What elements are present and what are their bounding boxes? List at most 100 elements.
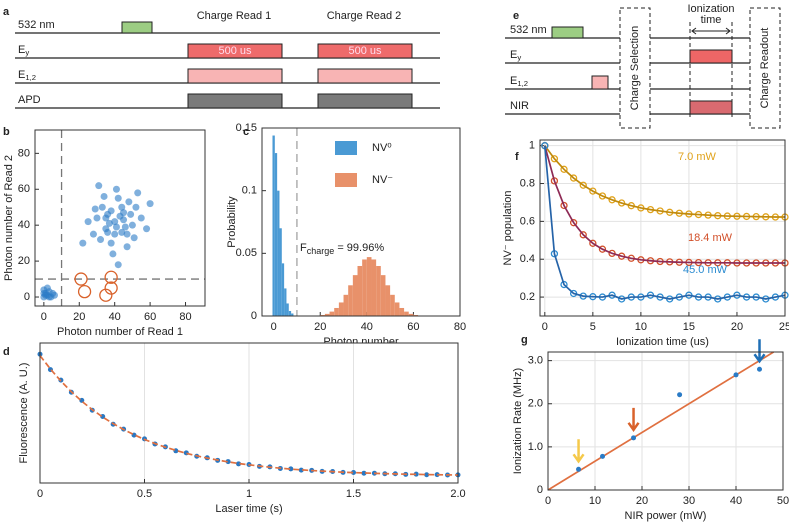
row-label: Ey [510,49,521,62]
data-point [137,214,145,222]
x-tick-label: 50 [777,495,789,507]
data-point [128,221,136,229]
data-point [608,249,616,258]
x-tick-label: 20 [731,321,743,333]
data-point [125,198,133,206]
legend-swatch [335,141,357,155]
interval-label: time [701,14,722,26]
data-point [123,230,131,238]
row-label-sub: y [517,53,521,62]
y-axis-label: Fluorescence (A. U.) [18,363,30,464]
annotation-sub: charge [307,246,335,256]
data-point [298,467,304,473]
x-tick-label: 0 [37,488,43,500]
x-axis-label: Photon number of Read 1 [57,326,183,338]
histogram-bar [362,259,367,316]
histogram-bar [357,265,363,316]
plot-area [540,140,785,316]
y-tick-label: 1.0 [528,441,543,453]
histogram-bar [272,135,275,316]
row-label: Ey [18,44,29,57]
data-point [550,155,559,163]
data-point [351,470,356,475]
y-tick-label: 1 [529,140,535,152]
pulse [187,68,283,84]
x-tick-label: 25 [779,321,789,333]
data-point [560,165,568,173]
histogram-bar [324,313,330,316]
y-tick-label: 20 [18,255,30,267]
histogram-bar [348,285,353,316]
data-point [102,214,110,222]
data-point [98,203,106,211]
row-label-main: 532 nm [18,19,55,31]
x-axis-label: NIR power (mW) [625,510,707,522]
data-point [45,293,53,301]
row-label-main: 532 nm [510,24,547,36]
data-point [104,228,112,236]
dashed-box [749,7,781,129]
pulse [317,43,413,59]
data-point [579,181,587,189]
histogram-bar [408,313,414,316]
data-point [560,201,568,210]
header: Charge Read 1 [197,10,272,22]
histogram-bar [284,288,287,316]
pulse [591,75,609,90]
histogram-bar [277,190,280,316]
x-tick-label: 20 [636,495,648,507]
data-point [598,245,607,253]
data-point [413,471,419,477]
x-tick-label: 20 [314,321,326,333]
annotation: Fcharge = 99.96% [300,242,384,256]
pulse-label: 500 us [348,45,382,57]
data-point [569,174,578,182]
series-line [543,145,786,300]
row-label-main: NIR [510,100,529,112]
data-point [50,291,58,299]
legend-swatch [335,173,357,187]
x-tick-label: 1.5 [346,488,361,500]
y-axis-label: Photon number of Read 2 [3,155,15,281]
data-point [97,236,105,244]
histogram-bar [390,294,395,316]
data-point [84,218,92,226]
data-point [600,453,606,459]
histogram-bar [376,265,381,316]
row-label-main: E [18,44,25,56]
plot-frame [34,129,206,307]
data-point [118,228,126,236]
x-tick-label: 30 [683,495,695,507]
x-tick-label: 0 [545,495,551,507]
plot-frame [547,351,784,491]
histogram-bar [329,311,335,316]
interval-label: Ionization [687,3,734,15]
data-point [225,459,231,465]
data-point [114,261,122,269]
panel-label: f [515,151,519,163]
panel-label: e [513,10,519,22]
histogram-bar [371,259,377,316]
data-point [733,372,739,378]
panel-label: b [3,126,10,138]
pulse [689,100,733,115]
histogram-bar [286,303,289,316]
annotation-main: F [300,242,307,254]
data-point [107,207,115,215]
x-tick-label: 40 [361,321,373,333]
data-point [79,239,87,247]
row-label-sub: 1,2 [517,79,528,88]
header: Charge Read 2 [327,10,402,22]
y-axis-label: Probability [226,196,238,248]
data-point [105,219,113,227]
dashed-box [619,7,651,129]
histogram-bar [279,228,282,316]
pulse [121,21,153,34]
y-tick-label: 0 [251,310,257,322]
x-tick-label: 5 [590,321,596,333]
data-point [608,196,616,204]
histogram-bar [320,314,325,316]
data-point [91,205,99,213]
data-point [127,210,135,218]
pulse [317,93,413,109]
